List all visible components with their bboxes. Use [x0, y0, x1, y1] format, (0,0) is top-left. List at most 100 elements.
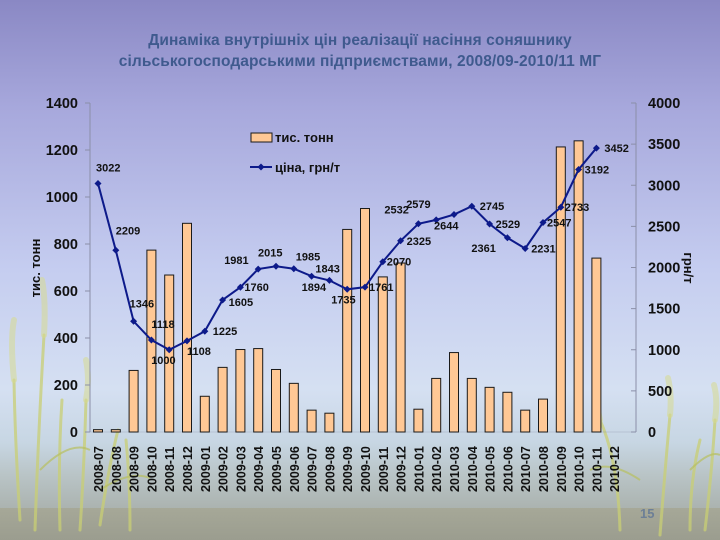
bar	[538, 398, 548, 433]
price-marker	[397, 237, 405, 245]
price-data-label: 3452	[604, 143, 628, 155]
price-marker	[290, 265, 298, 273]
svg-text:200: 200	[54, 378, 78, 394]
price-marker	[521, 245, 529, 253]
x-tick-label: 2009-04	[252, 446, 266, 492]
price-marker	[236, 283, 244, 291]
right-y-axis: 0 500 1000 1500 2000 2500 3000 3500 4000	[631, 96, 680, 441]
x-tick-label: 2008-09	[128, 446, 142, 492]
svg-text:2500: 2500	[648, 219, 680, 235]
x-tick-label: 2010-11	[590, 447, 604, 492]
svg-text:тис. тонн: тис. тонн	[275, 130, 334, 145]
x-tick-label: 2009-10	[359, 446, 373, 492]
bar	[182, 222, 192, 433]
price-data-label: 2361	[471, 243, 495, 255]
x-tick-label: 2009-02	[217, 446, 231, 492]
bar	[271, 368, 281, 433]
price-data-label: 1760	[244, 282, 268, 294]
bar	[164, 274, 175, 433]
svg-text:800: 800	[54, 237, 78, 253]
price-data-label: 1118	[151, 319, 174, 331]
price-marker	[539, 219, 547, 227]
price-marker	[414, 220, 422, 228]
price-marker	[486, 220, 494, 228]
price-data-label: 2644	[434, 221, 459, 233]
svg-text:1500: 1500	[648, 302, 680, 318]
x-tick-label: 2009-12	[395, 446, 409, 492]
x-tick-label: 2010-09	[555, 446, 569, 492]
svg-text:1000: 1000	[648, 343, 680, 359]
price-data-label: 2733	[565, 202, 589, 214]
svg-text:1000: 1000	[46, 190, 78, 206]
x-tick-label: 2010-02	[430, 446, 444, 492]
svg-text:500: 500	[648, 384, 672, 400]
svg-text:ціна, грн/т: ціна, грн/т	[275, 160, 340, 175]
x-tick-label: 2010-08	[537, 446, 551, 492]
x-tick-label: 2008-12	[181, 446, 195, 492]
bar	[395, 262, 406, 433]
price-data-label: 1843	[315, 263, 339, 275]
svg-text:1200: 1200	[46, 143, 78, 159]
x-tick-label: 2009-08	[323, 446, 337, 492]
x-tick-label: 2009-01	[199, 446, 213, 492]
x-tick-label: 2010-01	[412, 446, 426, 492]
page-number: 15	[640, 506, 655, 521]
bar	[413, 408, 424, 433]
x-tick-label: 2010-06	[501, 446, 515, 492]
price-marker	[343, 285, 351, 293]
left-axis-title: тис. тонн	[28, 239, 43, 298]
x-tick-label: 2009-06	[288, 446, 302, 492]
price-data-label: 1108	[187, 346, 211, 358]
price-data-label: 1000	[151, 355, 175, 367]
price-marker	[575, 165, 583, 173]
price-data-label: 2015	[258, 247, 282, 259]
svg-text:0: 0	[70, 425, 78, 441]
bar	[573, 140, 584, 433]
x-tick-label: 2009-03	[234, 446, 248, 492]
bar	[431, 377, 442, 433]
bar	[342, 228, 353, 433]
price-marker	[432, 216, 440, 224]
price-marker	[592, 144, 600, 152]
price-data-label: 1985	[296, 252, 320, 264]
svg-text:3000: 3000	[648, 178, 680, 194]
title-line-2: сільськогосподарськими підприємствами, 2…	[118, 53, 602, 70]
price-data-label: 1605	[229, 297, 253, 309]
x-tick-label: 2009-11	[377, 447, 391, 492]
price-data-label: 2547	[547, 218, 571, 230]
price-data-label: 1894	[302, 282, 327, 294]
price-marker	[201, 327, 209, 335]
x-tick-label: 2008-08	[110, 446, 124, 492]
bar	[217, 366, 228, 433]
price-marker	[254, 265, 262, 273]
x-tick-label: 2010-04	[466, 446, 480, 492]
bar	[360, 208, 370, 433]
x-tick-label: 2009-05	[270, 446, 284, 492]
price-data-label: 3022	[96, 162, 120, 174]
price-data-label: 1225	[213, 326, 237, 338]
price-marker	[219, 296, 227, 304]
price-marker	[503, 234, 511, 242]
x-tick-label: 2010-05	[484, 446, 498, 492]
price-data-label: 2532	[384, 205, 408, 217]
bar	[555, 146, 566, 433]
svg-text:600: 600	[54, 284, 78, 300]
price-data-label: 2209	[116, 225, 140, 237]
svg-text:3500: 3500	[648, 137, 680, 153]
title-line-1: Динаміка внутрішніх цін реалізації насін…	[148, 32, 572, 49]
left-y-axis: 0 200 400 600 800 1000 1200 1400	[46, 96, 636, 441]
price-data-label: 2579	[406, 199, 430, 211]
right-axis-title: грн/т	[681, 252, 696, 283]
x-tick-label: 2008-10	[145, 446, 159, 492]
x-axis-labels: 2008-07 2008-08 2008-09 2008-10 2008-11 2008-…	[92, 446, 622, 492]
svg-text:1400: 1400	[46, 96, 78, 112]
bar	[520, 409, 531, 433]
bar	[288, 382, 299, 433]
bar	[93, 429, 103, 433]
bar	[235, 349, 246, 433]
x-tick-label: 2010-07	[519, 446, 533, 492]
price-data-label: 1981	[224, 255, 248, 267]
bar	[484, 386, 495, 433]
bar	[306, 409, 317, 433]
